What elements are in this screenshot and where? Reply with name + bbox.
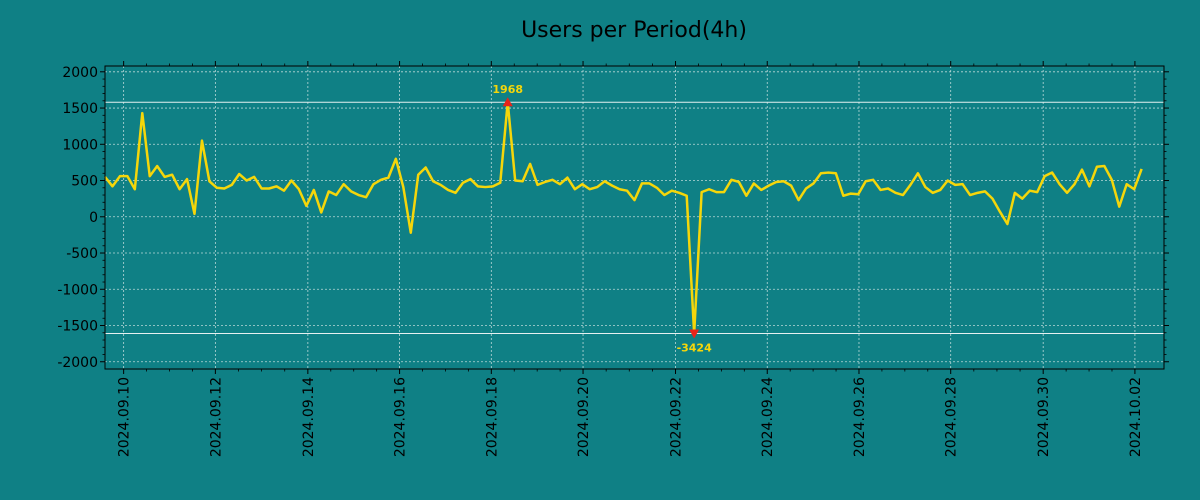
x-tick-label: 2024.09.20	[576, 377, 592, 457]
series-layer	[104, 100, 1143, 335]
x-tick-label: 2024.09.16	[393, 377, 409, 457]
annotation-layer: 1968 -3424	[492, 83, 712, 354]
x-tick-label: 2024.09.18	[484, 377, 500, 457]
x-tick-label: 2024.10.02	[1128, 377, 1144, 457]
min-label: -3424	[677, 341, 713, 354]
min-marker	[689, 329, 700, 339]
x-tick-label: 2024.09.28	[944, 377, 960, 457]
y-tick-label: 1500	[62, 101, 98, 117]
y-tick-label: 500	[71, 174, 98, 190]
max-marker	[502, 97, 513, 107]
y-tick-label: 0	[89, 210, 98, 226]
y-tick-label: 1000	[62, 137, 98, 153]
x-tick-label: 2024.09.26	[852, 377, 868, 457]
max-label: 1968	[492, 83, 523, 96]
reference-lines	[105, 101, 1164, 334]
y-tick-label: -500	[66, 246, 98, 262]
tick-layer: 2000 1500 1000 500 0 -500 -1000 -1500 -2000 2024.…	[57, 61, 1169, 457]
y-tick-label: -2000	[57, 355, 98, 371]
y-tick-label: -1500	[57, 319, 98, 335]
x-tick-label: 2024.09.30	[1036, 377, 1052, 457]
y-tick-label: -1000	[57, 282, 98, 298]
chart-title: Users per Period(4h)	[521, 18, 747, 43]
x-tick-label: 2024.09.10	[117, 377, 133, 457]
series-line-users	[104, 100, 1143, 335]
x-tick-label: 2024.09.22	[669, 377, 685, 457]
plot-frame	[104, 65, 1165, 370]
y-tick-label: 2000	[62, 65, 98, 81]
x-tick-label: 2024.09.24	[760, 377, 776, 457]
grid-layer	[105, 66, 1164, 369]
x-tick-label: 2024.09.14	[301, 377, 317, 457]
x-tick-label: 2024.09.12	[208, 377, 224, 457]
